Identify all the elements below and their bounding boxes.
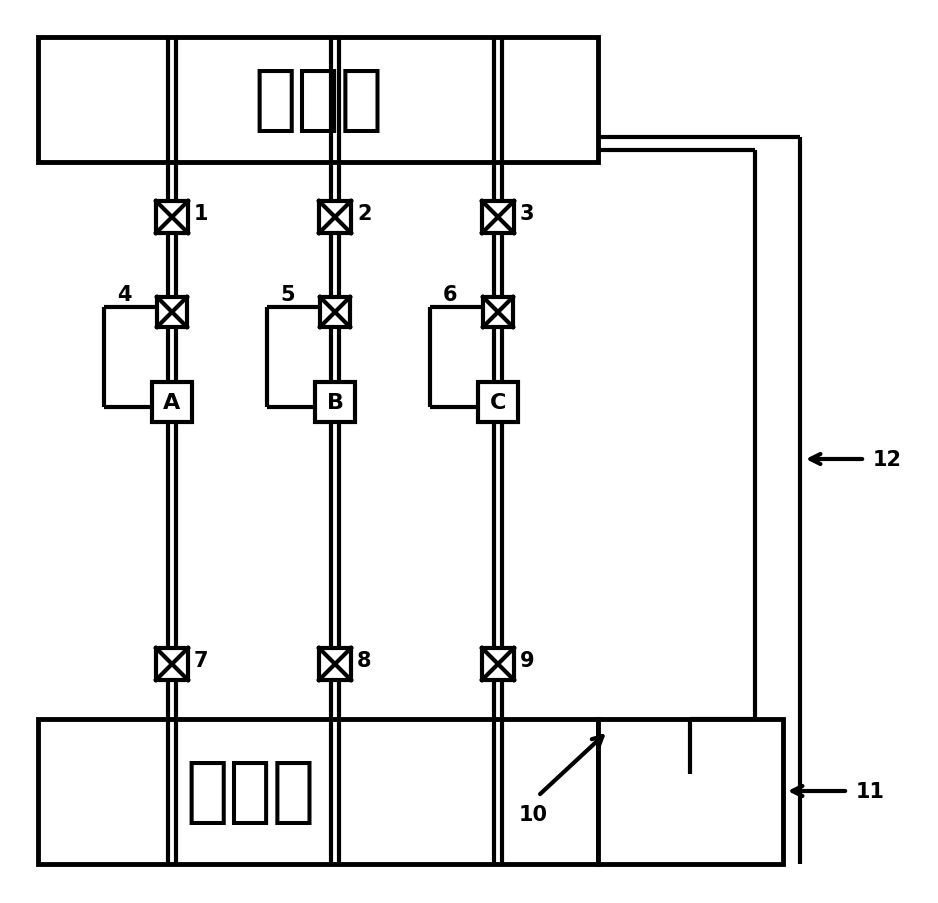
Text: 6: 6 [443,284,458,304]
Polygon shape [319,648,351,680]
Polygon shape [156,201,188,234]
Polygon shape [156,648,188,680]
Text: 8: 8 [357,650,371,670]
Polygon shape [157,298,187,328]
Polygon shape [38,719,598,864]
Text: A: A [163,393,181,413]
Text: 清水池: 清水池 [253,66,383,135]
Text: B: B [326,393,343,413]
Polygon shape [482,201,514,234]
Text: 4: 4 [117,284,131,304]
Text: 1: 1 [194,204,208,224]
Text: 7: 7 [194,650,208,670]
Polygon shape [319,201,351,234]
Polygon shape [483,298,513,328]
Polygon shape [38,38,598,163]
Text: 5: 5 [280,284,295,304]
Polygon shape [598,719,783,864]
Text: 3: 3 [520,204,535,224]
Polygon shape [152,383,192,423]
Text: 事故池: 事故池 [186,757,316,826]
Text: 11: 11 [856,781,885,801]
Polygon shape [482,648,514,680]
Text: 2: 2 [357,204,371,224]
Text: 9: 9 [520,650,535,670]
Polygon shape [315,383,355,423]
Polygon shape [478,383,518,423]
Polygon shape [320,298,350,328]
Text: C: C [490,393,507,413]
Text: 10: 10 [519,804,548,824]
Text: 12: 12 [873,450,902,470]
